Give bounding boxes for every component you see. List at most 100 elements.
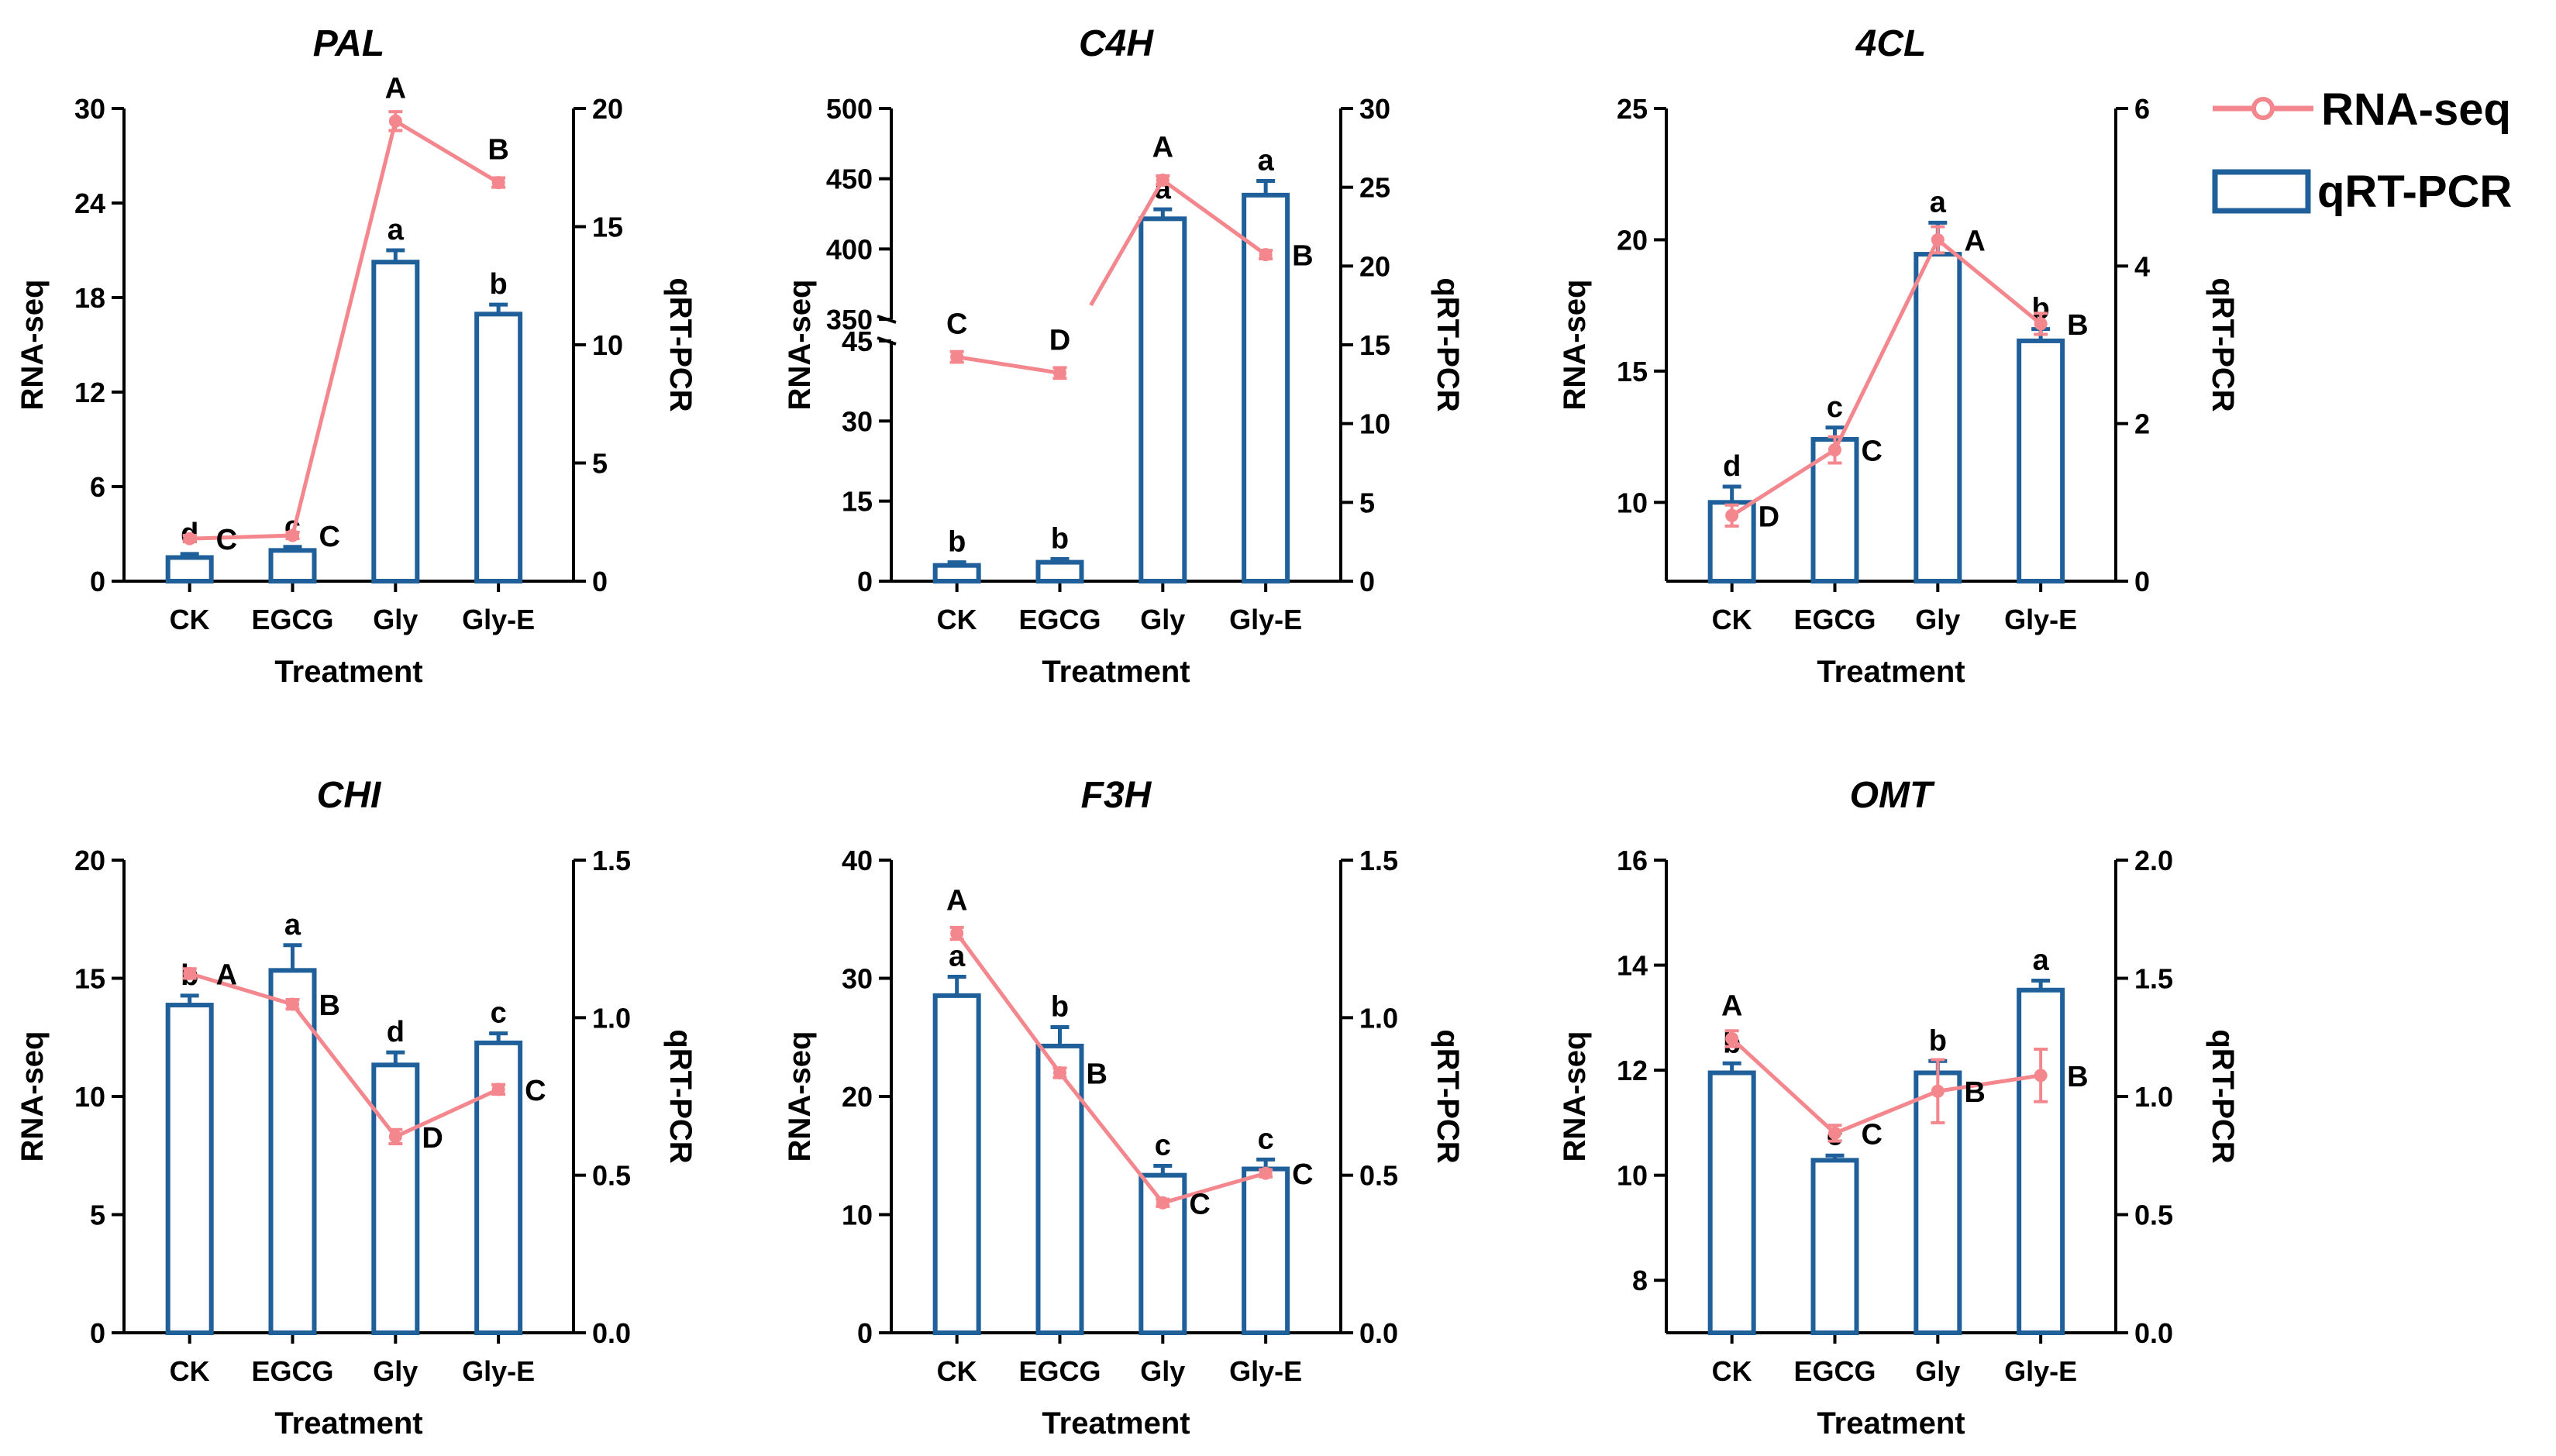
rna-point (388, 1130, 402, 1144)
left-tick-label: 8 (1632, 1265, 1648, 1296)
left-tick-label: 16 (1617, 845, 1648, 876)
qpcr-bar (165, 555, 214, 583)
right-tick-label: 1.0 (1359, 1002, 1398, 1034)
rna-line (956, 355, 1060, 375)
rna-sig-label: C (1189, 1188, 1210, 1220)
rna-sig-label: B (2067, 309, 2088, 342)
left-tick-label: 15 (842, 486, 873, 518)
panel-title: OMT (1850, 775, 1935, 816)
left-tick-label: 0 (857, 566, 873, 597)
x-tick-label: Gly (1140, 604, 1185, 635)
qpcr-bar (268, 548, 317, 583)
right-tick-label: 0.0 (1359, 1317, 1398, 1349)
qpcr-sig-label: a (949, 940, 966, 972)
x-tick-label: Gly-E (1229, 604, 1302, 635)
qpcr-bar (165, 1003, 214, 1335)
left-tick-label: 10 (74, 1081, 105, 1113)
rna-line (1730, 1037, 2041, 1136)
y2-axis-title: qRT-PCR (663, 1029, 698, 1163)
left-tick-label: 5 (90, 1200, 105, 1231)
left-tick-label: 350 (826, 304, 873, 336)
right-tick-label: 10 (1359, 408, 1390, 440)
x-tick-label: EGCG (251, 604, 333, 635)
rna-point (1156, 1196, 1169, 1210)
panel-pal: PAL 0 6 12 18 24 30 0 5 10 15 20 CK EGCG Gly Gly-E Treat… (16, 23, 698, 689)
left-tick-label: 10 (1617, 487, 1648, 518)
qpcr-bar (1810, 1158, 1859, 1335)
legend-rna-label: RNA-seq (2321, 84, 2511, 135)
rna-sig-label: A (385, 72, 406, 105)
left-tick-label: 0 (90, 1317, 105, 1349)
right-tick-label: 0.0 (2134, 1317, 2173, 1349)
rna-point (1931, 1084, 1945, 1098)
rna-sig-label: A (1152, 131, 1173, 163)
rna-sig-label: B (319, 990, 340, 1022)
y-axis-title: RNA-seq (1558, 280, 1592, 411)
right-tick-label: 20 (592, 93, 623, 125)
y-axis-title: RNA-seq (16, 280, 50, 411)
rna-line (188, 972, 500, 1139)
panel-chi: CHI 0 5 10 15 20 0.0 0.5 1.0 1.5 CK EGCG Gly Gly-E Tre… (16, 775, 698, 1441)
qpcr-bar (932, 563, 981, 584)
rna-sig-label: B (1087, 1058, 1107, 1091)
x-tick-label: Gly (373, 604, 418, 635)
rna-sig-label: C (1862, 435, 1883, 468)
left-tick-label: 500 (826, 93, 873, 125)
x-tick-label: Gly-E (2004, 604, 2077, 635)
rna-sig-label: C (1862, 1118, 1883, 1151)
qpcr-sig-label: c (1827, 391, 1843, 424)
rna-point (950, 927, 964, 941)
rna-line (1161, 178, 1267, 256)
left-tick-label: 18 (74, 282, 105, 314)
x-axis-title: Treatment (1042, 1406, 1190, 1441)
rna-sig-label: C (216, 524, 237, 556)
left-tick-label: 10 (842, 1200, 873, 1231)
right-tick-label: 0.0 (592, 1317, 631, 1349)
panel-title: CHI (317, 775, 382, 816)
panel-title: 4CL (1855, 23, 1927, 64)
left-tick-label: 0 (857, 1317, 873, 1349)
rna-sig-label: A (946, 885, 967, 917)
x-tick-label: Gly-E (462, 1355, 535, 1387)
right-tick-label: 1.0 (2134, 1081, 2173, 1113)
right-tick-label: 2.0 (2134, 845, 2173, 876)
qpcr-bar (474, 1040, 523, 1336)
qpcr-bar (1914, 252, 1962, 583)
left-tick-label: 14 (1617, 950, 1648, 982)
y2-axis-title: qRT-PCR (1431, 277, 1465, 411)
right-tick-label: 10 (592, 329, 623, 361)
x-tick-label: Gly-E (462, 604, 535, 635)
y2-axis-title: qRT-PCR (2206, 277, 2240, 411)
x-tick-label: EGCG (1793, 1355, 1876, 1387)
y-axis-title: RNA-seq (16, 1031, 50, 1162)
x-tick-label: CK (1712, 1355, 1752, 1387)
x-tick-label: Gly (1915, 604, 1960, 635)
rna-sig-label: A (216, 959, 237, 991)
rna-point (2034, 317, 2048, 331)
rna-point (388, 114, 402, 128)
qpcr-bar (371, 1062, 420, 1336)
x-tick-label: CK (170, 1355, 210, 1387)
x-tick-label: Gly (373, 1355, 418, 1387)
qpcr-bar (2017, 338, 2065, 583)
rna-point (2034, 1069, 2048, 1083)
qpcr-sig-label: d (1723, 450, 1741, 483)
y-axis-title: RNA-seq (1558, 1031, 1592, 1162)
x-axis-title: Treatment (1042, 655, 1190, 689)
qpcr-bar (1242, 1166, 1290, 1335)
right-tick-label: 1.5 (2134, 963, 2173, 995)
rna-point (1725, 508, 1739, 522)
x-axis-title: Treatment (274, 655, 422, 689)
right-tick-label: 15 (592, 212, 623, 243)
rna-point (183, 532, 197, 546)
rna-line (955, 932, 1266, 1206)
right-tick-label: 0 (592, 566, 608, 597)
right-tick-label: 6 (2134, 93, 2150, 125)
qpcr-sig-label: b (2032, 293, 2050, 325)
qpcr-sig-label: c (1258, 1123, 1274, 1155)
left-tick-label: 0 (90, 566, 105, 597)
qpcr-bar (2017, 987, 2065, 1335)
y-axis-title: RNA-seq (783, 1031, 817, 1162)
qpcr-sig-label: a (1930, 186, 1947, 219)
